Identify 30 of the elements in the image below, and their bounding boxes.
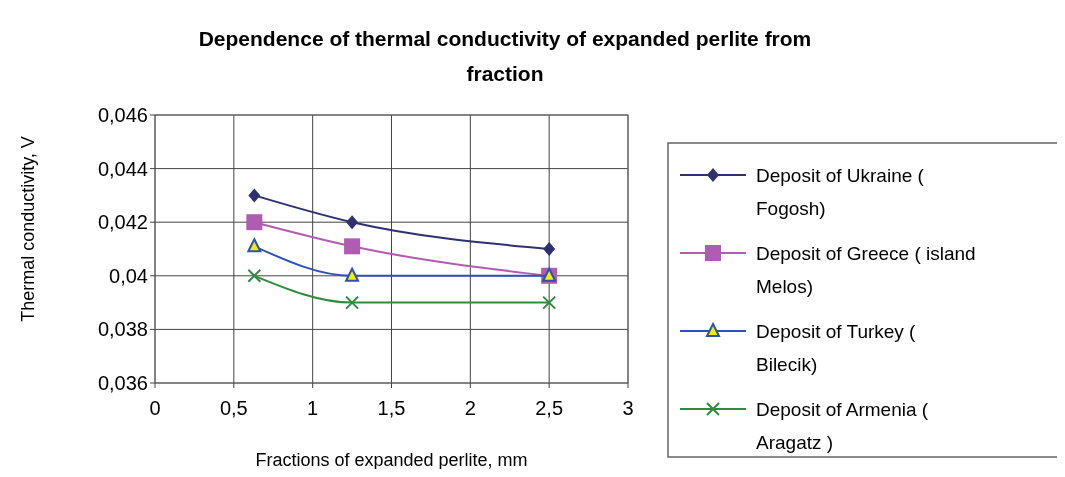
x-tick-label: 2,5 xyxy=(535,397,564,419)
y-tick-label: 0,046 xyxy=(97,104,148,126)
point xyxy=(246,214,263,231)
legend-label: Deposit of Ukraine ( Fogosh) xyxy=(756,165,925,219)
x-axis-title: Fractions of expanded perlite, mm xyxy=(255,450,528,470)
x-tick-label: 1 xyxy=(307,397,319,419)
x-tick-label: 3 xyxy=(622,397,634,419)
point xyxy=(543,242,556,256)
point xyxy=(344,238,361,255)
chart-title: Dependence of thermal conductivity of expanded perlite from fraction xyxy=(198,27,812,85)
x-tick-label: 0 xyxy=(149,397,161,419)
point xyxy=(346,215,359,230)
point xyxy=(247,238,262,253)
legend-label: Deposit of Armenia ( Aragatz ) xyxy=(756,399,929,453)
legend-label: Deposit of Greece ( island Melos) xyxy=(756,243,976,297)
x-tick-label: 1,5 xyxy=(377,397,406,419)
point xyxy=(542,295,557,310)
x-tick-label: 0,5 xyxy=(219,397,248,419)
y-tick-label: 0,04 xyxy=(109,264,148,287)
point xyxy=(345,267,360,282)
legend-label: Deposit of Turkey ( Bilecik) xyxy=(756,321,917,375)
y-tick-label: 0,036 xyxy=(97,372,148,394)
x-tick-label: 2 xyxy=(464,397,476,419)
point xyxy=(247,268,262,283)
y-axis-title: Thermal conductivity, V xyxy=(18,136,38,322)
y-tick-label: 0,044 xyxy=(97,157,148,180)
point xyxy=(248,188,261,203)
point xyxy=(345,295,360,310)
y-tick-label: 0,038 xyxy=(97,318,148,341)
y-tick-label: 0,042 xyxy=(97,211,148,234)
